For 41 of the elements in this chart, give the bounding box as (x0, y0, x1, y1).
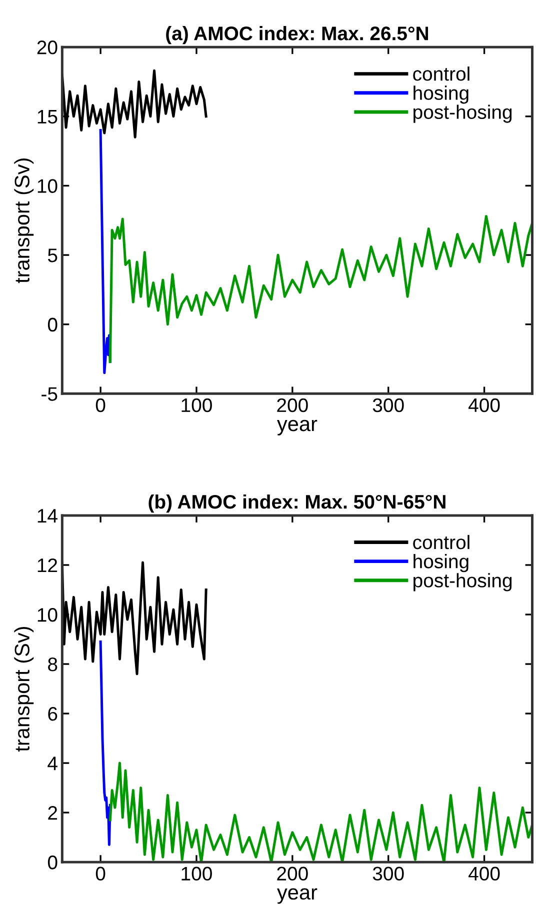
chart-title: (b) AMOC index: Max. 50°N-65°N (148, 494, 446, 513)
x-axis-title: year (277, 420, 318, 436)
y-tick-label: 4 (48, 756, 58, 770)
x-tick-label: 300 (372, 866, 404, 881)
line-series (108, 214, 532, 364)
x-tick-label: 0 (96, 398, 106, 412)
x-tick-label: 200 (277, 866, 308, 881)
y-axis-title: transport (Sv) (14, 626, 34, 752)
legend-label: post-hosing (414, 104, 512, 123)
x-axis-title: year (277, 888, 318, 904)
y-tick-label: 6 (48, 707, 58, 721)
y-tick-label: 14 (38, 509, 58, 523)
legend-label: control (413, 66, 470, 81)
y-tick-label: 12 (38, 558, 58, 572)
y-tick-label: 20 (37, 40, 58, 54)
x-tick-label: 300 (372, 398, 404, 412)
y-tick-label: 10 (38, 608, 58, 622)
y-tick-label: 0 (48, 856, 58, 870)
chart-title: (a) AMOC index: Max. 26.5°N (166, 26, 428, 44)
y-tick-label: 15 (38, 110, 58, 124)
y-tick-label: -5 (42, 387, 58, 401)
y-tick-label: 0 (48, 318, 58, 332)
legend-label: hosing (414, 86, 468, 104)
x-tick-label: 400 (468, 866, 500, 881)
x-tick-label: 0 (96, 866, 106, 881)
line-series (62, 69, 208, 138)
x-tick-label: 100 (182, 866, 212, 881)
y-tick-label: 5 (48, 248, 58, 262)
y-axis-title: transport (Sv) (14, 158, 34, 284)
line-series (99, 129, 112, 374)
y-tick-label: 10 (38, 179, 58, 193)
y-tick-label: 8 (48, 658, 58, 672)
line-series (99, 640, 112, 846)
legend-label: hosing (414, 554, 468, 572)
x-tick-label: 400 (468, 398, 500, 412)
legend-label: control (413, 534, 470, 550)
legend-label: post-hosing (414, 573, 512, 592)
x-tick-label: 200 (277, 398, 308, 412)
y-tick-label: 2 (48, 806, 58, 820)
x-tick-label: 100 (182, 398, 212, 412)
line-series (108, 762, 532, 862)
